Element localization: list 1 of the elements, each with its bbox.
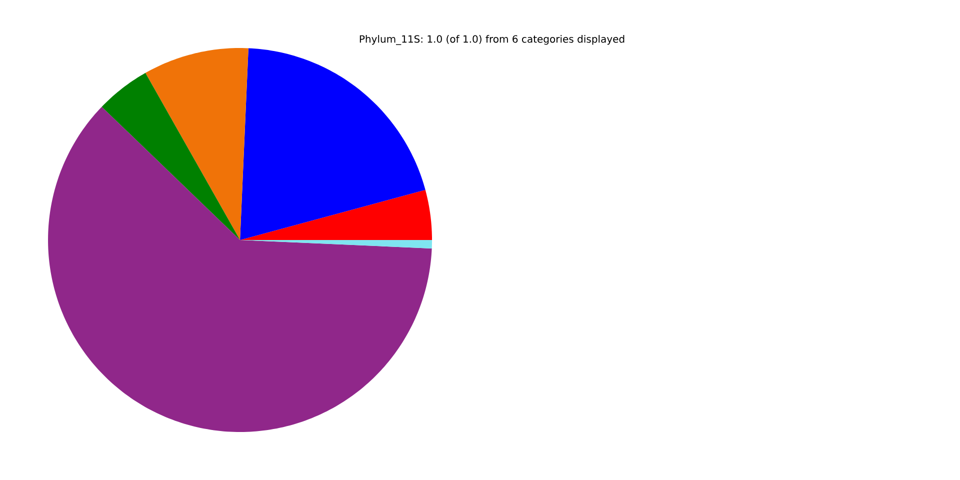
- text: Phylum_11S: 1.0 (of 1.0) from 6 categories displayed: [360, 35, 624, 45]
